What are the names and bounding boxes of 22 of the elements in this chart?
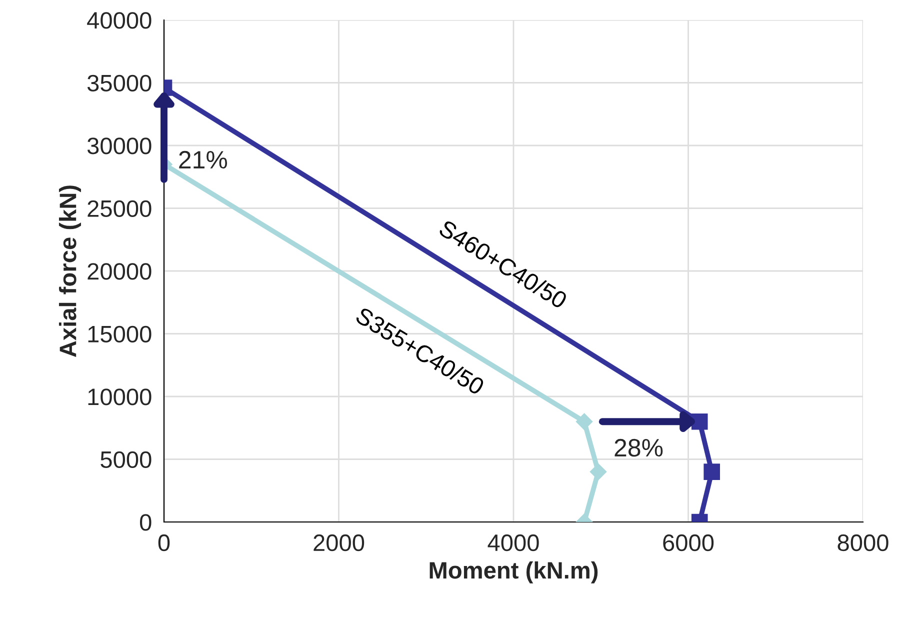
y-tick-label: 35000 [87,74,152,92]
annotation: 21% [179,150,228,169]
x-tick-label: 2000 [314,534,364,552]
x-axis-title: Moment (kN.m) [430,561,598,584]
y-axis-title: Axial force (kN) [58,186,81,358]
y-tick-label: 20000 [88,263,152,280]
y-tick-label: 10000 [88,388,152,406]
x-tick-label: 4000 [488,534,539,552]
y-tick-label: 15000 [88,326,152,343]
point [704,464,720,480]
y-tick-label: 5000 [100,451,152,468]
point [576,413,593,430]
x-tick-label: 6000 [663,534,714,552]
point [590,463,607,480]
x-tick-label: 0 [158,534,170,552]
y-tick-label: 25000 [88,200,152,218]
y-tick-label: 30000 [87,138,152,154]
y-tick-label: 40000 [87,12,152,29]
x-tick-label: 8000 [838,534,888,552]
annotation: 28% [614,438,663,457]
point [691,413,708,430]
y-tick-label: 0 [140,514,152,531]
